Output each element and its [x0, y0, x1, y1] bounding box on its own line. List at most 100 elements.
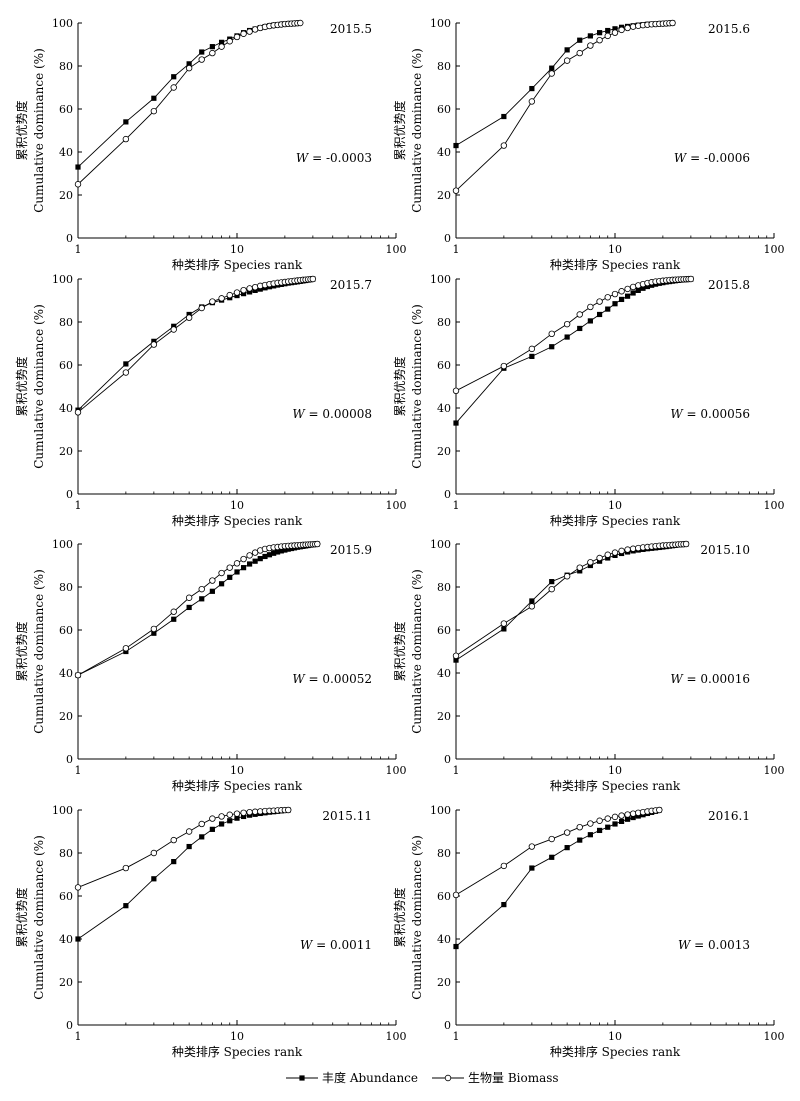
- x-tick-label: 1: [453, 499, 460, 512]
- y-tick-label: 20: [437, 445, 451, 458]
- biomass-point: [246, 28, 253, 35]
- biomass-point: [687, 275, 695, 283]
- biomass-point: [218, 43, 225, 50]
- biomass-point: [226, 811, 233, 818]
- biomass-point: [500, 862, 508, 870]
- biomass-point: [452, 652, 460, 659]
- abundance-point: [75, 936, 81, 942]
- abundance-point: [630, 290, 636, 296]
- y-tick-label: 20: [59, 189, 73, 202]
- w-annotation: W = -0.0006: [674, 151, 750, 165]
- biomass-point: [240, 30, 247, 37]
- biomass-line: [455, 22, 673, 192]
- biomass-point: [563, 57, 571, 64]
- y-tick-label: 60: [437, 103, 451, 116]
- chart-panel: 0 20 40 60 80 100 1 10 100 种类排序 Species rank 累积优势度…: [378, 0, 785, 272]
- biomass-line: [455, 278, 691, 392]
- biomass-point: [240, 555, 247, 563]
- biomass-point: [500, 142, 508, 149]
- abundance-point: [234, 569, 240, 575]
- chart-svg: 0 20 40 60 80 100 1 10 100 种类排序 Species rank 累积优势度…: [14, 273, 407, 528]
- biomass-point: [246, 552, 253, 559]
- y-tick-label: 60: [59, 359, 73, 372]
- abundance-point: [234, 815, 240, 821]
- abundance-point: [587, 832, 593, 838]
- biomass-point: [596, 817, 603, 824]
- biomass-point: [314, 540, 321, 548]
- y-axis-title-cn: 累积优势度: [392, 621, 407, 681]
- abundance-point: [151, 95, 157, 101]
- biomass-point: [576, 824, 583, 831]
- x-tick-label: 1: [453, 243, 460, 256]
- y-tick-label: 100: [430, 273, 451, 286]
- y-tick-label: 80: [59, 581, 73, 594]
- y-tick-label: 40: [437, 402, 451, 415]
- biomass-point: [209, 298, 216, 305]
- legend-abundance-marker: [299, 1075, 305, 1081]
- chart-panel: 0 20 40 60 80 100 1 10 100 种类排序 Species rank 累积优势度…: [378, 521, 785, 793]
- abundance-point: [453, 943, 459, 950]
- biomass-point: [150, 107, 158, 115]
- abundance-point: [596, 558, 603, 564]
- biomass-point: [528, 603, 536, 610]
- biomass-point: [618, 812, 625, 819]
- chart-panel: 0 20 40 60 80 100 1 10 100 种类排序 Species rank 累积优势度…: [0, 0, 407, 272]
- biomass-point: [198, 820, 205, 828]
- chart-panel: 0 20 40 60 80 100 1 10 100 种类排序 Species rank 累积优势度…: [0, 256, 407, 528]
- abundance-point: [624, 816, 631, 822]
- biomass-point: [209, 577, 216, 584]
- y-axis-title-cn: 累积优势度: [14, 100, 29, 160]
- panel-title: 2016.1: [708, 809, 750, 823]
- biomass-point: [226, 564, 233, 571]
- biomass-point: [122, 864, 130, 872]
- panel-title: 2015.7: [330, 278, 372, 292]
- abundance-point: [257, 556, 263, 562]
- y-axis-title-en: Cumulative dominance (%): [32, 48, 46, 213]
- y-tick-label: 0: [444, 232, 451, 245]
- biomass-point: [240, 286, 247, 294]
- biomass-point: [150, 625, 158, 633]
- biomass-point: [74, 671, 82, 679]
- panel-title: 2015.11: [322, 809, 372, 823]
- y-tick-label: 80: [59, 847, 73, 860]
- chart-panel: 0 20 40 60 80 100 1 10 100 种类排序 Species rank 累积优势度…: [0, 521, 407, 793]
- abundance-point: [644, 283, 651, 290]
- x-axis-title: 种类排序 Species rank: [172, 513, 303, 528]
- x-axis-title: 种类排序 Species rank: [550, 257, 681, 272]
- y-tick-label: 20: [437, 976, 451, 989]
- y-axis-title-en: Cumulative dominance (%): [32, 304, 46, 469]
- chart-svg: 0 20 40 60 80 100 1 10 100 种类排序 Species rank 累积优势度…: [14, 17, 407, 272]
- x-axis-title: 种类排序 Species rank: [550, 778, 681, 793]
- abundance-point: [218, 581, 225, 587]
- abundance-point: [246, 561, 253, 567]
- biomass-point: [604, 294, 611, 301]
- y-tick-label: 40: [59, 933, 73, 946]
- abundance-point: [199, 834, 205, 840]
- abundance-point: [209, 44, 215, 50]
- biomass-point: [74, 884, 82, 891]
- abundance-point: [171, 859, 177, 865]
- abundance-point: [282, 547, 288, 553]
- biomass-point: [548, 70, 555, 77]
- w-annotation-symbol: W: [296, 151, 310, 165]
- abundance-point: [549, 579, 555, 585]
- abundance-point: [587, 33, 593, 39]
- abundance-point: [549, 65, 555, 71]
- biomass-point: [150, 849, 158, 857]
- biomass-point: [587, 820, 594, 827]
- chart-svg: 0 20 40 60 80 100 1 10 100 种类排序 Species rank 累积优势度…: [392, 538, 785, 793]
- abundance-point: [612, 301, 618, 307]
- y-tick-label: 40: [59, 667, 73, 680]
- x-tick-label: 10: [230, 499, 244, 512]
- w-annotation-symbol: W: [670, 672, 684, 686]
- x-tick-label: 1: [75, 764, 82, 777]
- legend-biomass-marker: [444, 1074, 452, 1082]
- biomass-point: [240, 809, 247, 816]
- biomass-point: [596, 298, 603, 305]
- chart-svg: 0 20 40 60 80 100 1 10 100 种类排序 Species rank 累积优势度…: [392, 273, 785, 528]
- y-tick-label: 0: [444, 753, 451, 766]
- x-tick-label: 100: [764, 499, 785, 512]
- abundance-point: [227, 818, 233, 824]
- x-axis-title: 种类排序 Species rank: [172, 257, 303, 272]
